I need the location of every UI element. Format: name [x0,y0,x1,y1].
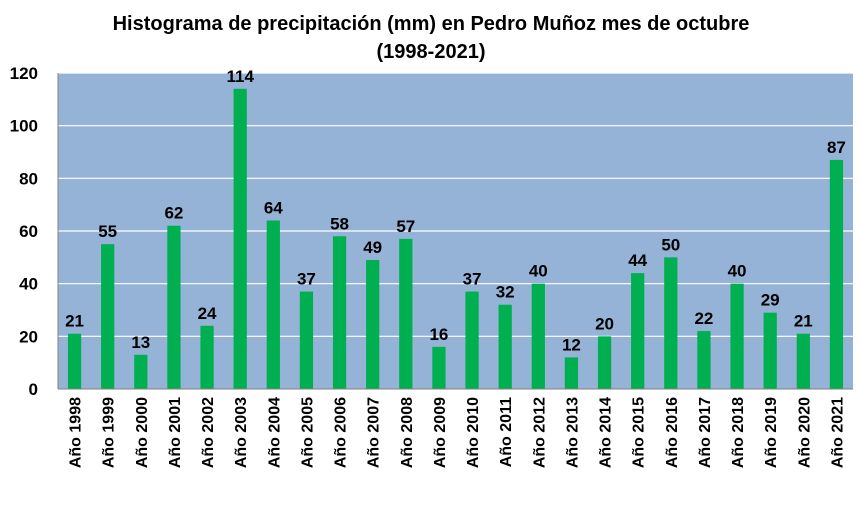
x-tick-label: Año 2003 [233,397,250,468]
data-label: 24 [198,304,217,323]
bar [498,304,512,389]
x-tick-label: Año 2006 [333,397,350,468]
data-label: 29 [761,291,780,310]
bar [631,273,645,389]
bar [730,283,744,389]
bar [531,283,545,389]
bar [399,238,413,389]
bar [465,291,479,389]
x-tick-label: Año 2020 [796,397,813,468]
y-tick-label: 120 [10,64,38,83]
x-tick-label: Año 2005 [299,397,316,468]
bar [67,333,82,389]
data-label: 44 [628,251,647,270]
x-tick-label: Año 2019 [763,397,780,468]
x-tick-label: Año 2016 [664,397,681,468]
bar [763,312,777,389]
bar [697,331,711,389]
data-label: 21 [794,312,813,331]
data-label: 37 [297,270,316,289]
gridlines [58,72,853,337]
y-tick-label: 100 [10,117,38,136]
x-tick-label: Año 2008 [399,397,416,468]
data-label: 13 [131,333,150,352]
data-label: 22 [694,309,713,328]
chart-title-line-1: Histograma de precipitación (mm) en Pedr… [113,13,750,35]
x-axis: Año 1998 Año 1999 Año 2000 Año 2001 Año 2002… [58,388,853,468]
bar [829,159,844,389]
bar [266,220,280,389]
chart-title-line-2: (1998-2021) [377,41,486,63]
x-tick-label: Año 2009 [432,397,449,468]
data-label: 55 [98,222,117,241]
data-label: 58 [330,214,349,233]
bar [332,236,347,389]
x-tick-label: Año 1999 [101,397,118,468]
data-label: 32 [496,283,515,302]
x-tick-label: Año 2012 [531,397,548,468]
bar [796,333,810,389]
x-tick-label: Año 1998 [68,397,85,468]
y-tick-label: 40 [19,275,38,294]
y-tick-label: 60 [19,222,38,241]
bar [366,259,380,389]
bar [101,244,115,389]
bar [432,346,446,389]
x-tick-label: Año 2015 [631,397,648,468]
y-axis: 0 20 40 60 80 100 120 [10,64,59,399]
bar [597,336,612,389]
x-tick-label: Año 2021 [829,397,846,468]
data-label: 12 [562,335,581,354]
x-tick-label: Año 2004 [266,397,283,468]
y-tick-label: 20 [19,327,38,346]
data-label: 62 [164,204,183,223]
bar [564,357,579,389]
data-label: 87 [827,138,846,157]
data-label: 57 [396,217,415,236]
bar [299,291,314,389]
bar [200,325,214,389]
x-tick-label: Año 2013 [564,397,581,468]
data-label: 50 [661,235,680,254]
data-label: 16 [429,325,448,344]
x-tick-label: Año 2018 [730,397,747,468]
data-label: 49 [363,238,382,257]
data-label: 64 [264,198,283,217]
x-tick-label: Año 2002 [200,397,217,468]
y-tick-label: 80 [19,169,38,188]
data-label: 37 [463,270,482,289]
bar [134,354,148,389]
bars [67,88,844,390]
data-labels: 21 55 13 62 24 114 64 37 58 49 57 16 37 32 40 12 20 44 50 2… [65,67,846,355]
x-tick-label: Año 2017 [697,397,714,468]
data-label: 21 [65,312,84,331]
data-label: 20 [595,314,614,333]
data-label: 40 [728,262,747,281]
data-label: 40 [529,262,548,281]
y-tick-label: 0 [29,380,38,399]
bar [233,88,247,390]
data-label: 114 [226,67,254,86]
x-tick-label: Año 2010 [465,397,482,468]
x-tick-label: Año 2011 [498,397,515,467]
x-tick-label: Año 2014 [598,397,615,468]
x-tick-label: Año 2007 [366,397,383,468]
bar [167,225,181,389]
bar [664,257,678,389]
x-tick-label: Año 2001 [167,397,184,468]
x-tick-label: Año 2000 [134,397,151,468]
